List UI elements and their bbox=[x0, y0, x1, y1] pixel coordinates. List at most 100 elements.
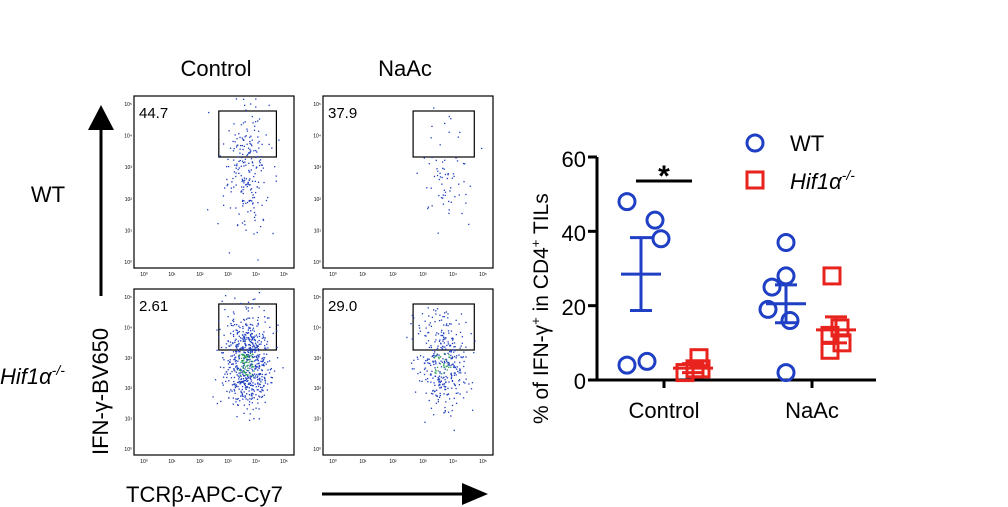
legend-label-hif: Hif1α-/- bbox=[790, 167, 855, 194]
event-dot bbox=[452, 349, 454, 351]
x-axis-arrow-head bbox=[462, 483, 488, 505]
event-dot bbox=[425, 360, 427, 362]
event-dot bbox=[260, 170, 262, 172]
event-dot bbox=[241, 360, 244, 362]
event-dot bbox=[444, 338, 446, 340]
event-dot bbox=[251, 337, 253, 339]
event-dot bbox=[235, 167, 237, 169]
event-dot bbox=[243, 145, 245, 147]
event-dot bbox=[444, 368, 446, 370]
event-dot bbox=[235, 345, 237, 348]
event-dot bbox=[256, 336, 259, 338]
event-dot bbox=[246, 393, 248, 395]
event-dot bbox=[244, 375, 246, 377]
event-dot bbox=[447, 343, 450, 345]
event-dot bbox=[431, 205, 433, 207]
event-dot bbox=[258, 339, 260, 342]
event-dot bbox=[423, 157, 425, 159]
event-dot bbox=[257, 324, 259, 326]
row-label-hif: Hif1α-/- bbox=[0, 362, 65, 389]
event-dot bbox=[258, 383, 261, 385]
event-dot bbox=[254, 373, 256, 375]
event-dot bbox=[448, 354, 450, 356]
event-dot bbox=[241, 348, 244, 351]
event-dot bbox=[253, 233, 255, 235]
event-dot bbox=[462, 356, 464, 358]
event-dot bbox=[439, 381, 441, 384]
event-dot bbox=[253, 150, 255, 152]
event-dot bbox=[225, 165, 228, 168]
event-dot bbox=[232, 140, 234, 143]
event-dot bbox=[438, 380, 441, 383]
event-dot bbox=[256, 373, 258, 376]
event-dot bbox=[463, 360, 465, 363]
event-dot bbox=[233, 313, 235, 315]
event-dot bbox=[240, 124, 243, 126]
event-dot bbox=[433, 414, 435, 416]
event-dot bbox=[430, 392, 433, 395]
event-dot bbox=[233, 147, 235, 150]
event-dot bbox=[242, 398, 244, 400]
event-dot bbox=[226, 184, 228, 187]
event-dot bbox=[235, 347, 238, 349]
event-dot bbox=[252, 197, 254, 199]
event-dot bbox=[244, 372, 247, 374]
event-dot bbox=[244, 346, 246, 349]
data-point-circle bbox=[776, 266, 796, 286]
event-dot bbox=[256, 398, 259, 400]
col-title-naac: NaAc bbox=[378, 56, 432, 81]
event-dot bbox=[250, 398, 253, 400]
event-dot bbox=[243, 318, 245, 321]
event-dot bbox=[248, 349, 250, 351]
event-dot bbox=[253, 390, 256, 392]
event-dot bbox=[216, 329, 218, 331]
event-dot bbox=[248, 383, 250, 386]
event-dot bbox=[225, 347, 227, 349]
event-dot bbox=[244, 382, 246, 385]
event-dot bbox=[237, 404, 239, 406]
event-dot bbox=[252, 384, 254, 387]
event-dot bbox=[258, 408, 260, 410]
event-dot bbox=[432, 377, 434, 379]
event-dot bbox=[245, 371, 247, 374]
data-point-circle bbox=[651, 229, 671, 249]
event-dot bbox=[253, 330, 256, 332]
event-dot bbox=[253, 129, 256, 132]
event-dot bbox=[438, 384, 440, 387]
event-dot bbox=[266, 340, 269, 343]
event-dot bbox=[252, 336, 254, 338]
event-dot bbox=[441, 334, 443, 337]
event-dot bbox=[436, 347, 439, 349]
event-dot bbox=[244, 333, 246, 336]
flow-y-tick-label: 10² bbox=[125, 386, 133, 392]
event-dot bbox=[260, 155, 262, 158]
event-dot bbox=[424, 421, 426, 423]
event-dot bbox=[228, 380, 230, 382]
event-dot bbox=[257, 354, 259, 356]
event-dot bbox=[251, 342, 253, 344]
event-dot bbox=[427, 358, 429, 360]
event-dot bbox=[216, 402, 218, 405]
event-dot bbox=[444, 122, 446, 125]
event-dot bbox=[455, 392, 457, 394]
event-dot bbox=[265, 199, 268, 202]
event-dot bbox=[252, 374, 254, 376]
event-dot bbox=[224, 294, 227, 297]
event-dot bbox=[242, 199, 244, 202]
event-dot bbox=[249, 199, 252, 202]
event-dot bbox=[227, 165, 230, 168]
event-dot bbox=[245, 202, 247, 204]
event-dot bbox=[439, 394, 441, 397]
event-dot bbox=[235, 184, 237, 186]
event-dot bbox=[249, 377, 251, 379]
event-dot bbox=[270, 381, 272, 384]
event-dot bbox=[272, 332, 274, 335]
event-dot bbox=[241, 180, 243, 183]
event-dot bbox=[243, 380, 246, 382]
event-dot bbox=[448, 361, 450, 364]
event-dot bbox=[247, 351, 250, 354]
event-dot bbox=[242, 369, 245, 372]
event-dot bbox=[437, 379, 439, 381]
event-dot bbox=[240, 375, 242, 378]
event-dot bbox=[236, 323, 238, 326]
